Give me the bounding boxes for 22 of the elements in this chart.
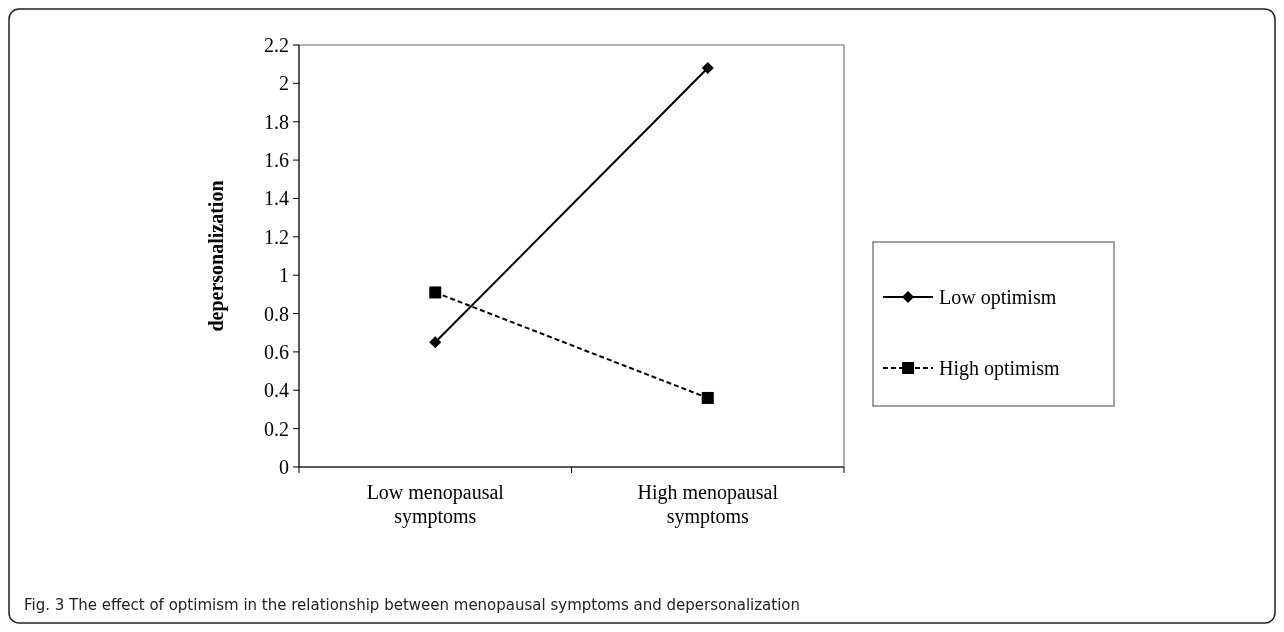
y-tick-label: 2 [279,72,289,95]
y-tick-label: 1.2 [264,225,289,248]
y-tick-label: 1.6 [264,149,289,172]
y-tick-label: 0.4 [264,379,289,402]
point [429,336,442,349]
y-tick-label: 1 [279,264,289,287]
y-axis-title: depersonalization [205,180,228,332]
x-tick-label: Low menopausal symptoms [366,481,505,528]
point [429,286,442,299]
y-tick-label: 0 [279,456,289,478]
y-tick-label: 1.8 [264,110,289,133]
caption: Fig. 3 The effect of optimism in the relationship between menopausal symptoms and depersonalization [24,596,801,614]
legend-label: High optimism [939,357,1061,380]
y-tick-label: 0.6 [264,340,289,363]
y-tick-label: 1.4 [264,187,289,210]
legend-label: Low optimism [939,286,1057,309]
y-tick-label: 0.8 [264,302,289,325]
x-tick-label: High menopausal symptoms [637,481,779,528]
y-tick-label: 2.2 [264,34,289,56]
point [701,62,714,75]
y-tick-label: 0.2 [264,417,289,440]
point [701,391,714,404]
